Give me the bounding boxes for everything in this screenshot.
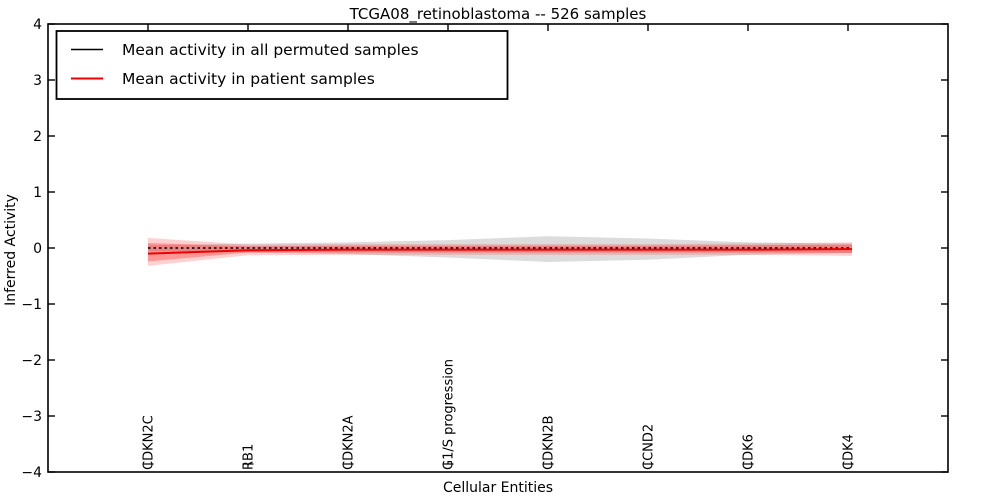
y-tick-label: 2	[33, 129, 42, 145]
y-tick-label: 3	[33, 73, 42, 89]
y-tick-label: −1	[21, 297, 42, 313]
legend: Mean activity in all permuted samples Me…	[55, 30, 509, 100]
chart-title: TCGA08_retinoblastoma -- 526 samples	[349, 5, 647, 24]
patient-mean-line	[147, 248, 852, 255]
plot-area	[147, 236, 852, 266]
y-tick-label: −3	[21, 409, 42, 425]
y-tick-label: −2	[21, 353, 42, 369]
x-tick-label: CDK6	[742, 434, 757, 470]
legend-box	[55, 30, 509, 100]
x-tick-label: RB1	[242, 444, 257, 470]
y-tick-label: −4	[21, 465, 42, 481]
patient-std-band	[148, 237, 852, 266]
x-tick-label: CDKN2B	[542, 415, 557, 470]
y-tick-label: 1	[33, 185, 42, 201]
legend-label-patient: Mean activity in patient samples	[122, 70, 375, 88]
y-axis-ticks: 4 3 2 1 0 −1 −2 −3 −4	[21, 17, 948, 481]
legend-label-permuted: Mean activity in all permuted samples	[122, 41, 419, 59]
x-tick-label: CDKN2A	[342, 415, 357, 470]
x-axis-ticks: CDKN2C RB1 CDKN2A G1/S progression CDKN2B CCN…	[142, 24, 857, 470]
x-tick-label: CDK4	[842, 434, 857, 470]
y-tick-label: 4	[33, 17, 42, 33]
x-tick-label: CDKN2C	[142, 415, 157, 470]
x-tick-label: G1/S progression	[442, 359, 457, 470]
x-tick-label: CCND2	[642, 424, 657, 470]
x-axis-label: Cellular Entities	[443, 480, 553, 496]
y-tick-label: 0	[33, 241, 42, 257]
y-axis-label: Inferred Activity	[3, 194, 19, 306]
